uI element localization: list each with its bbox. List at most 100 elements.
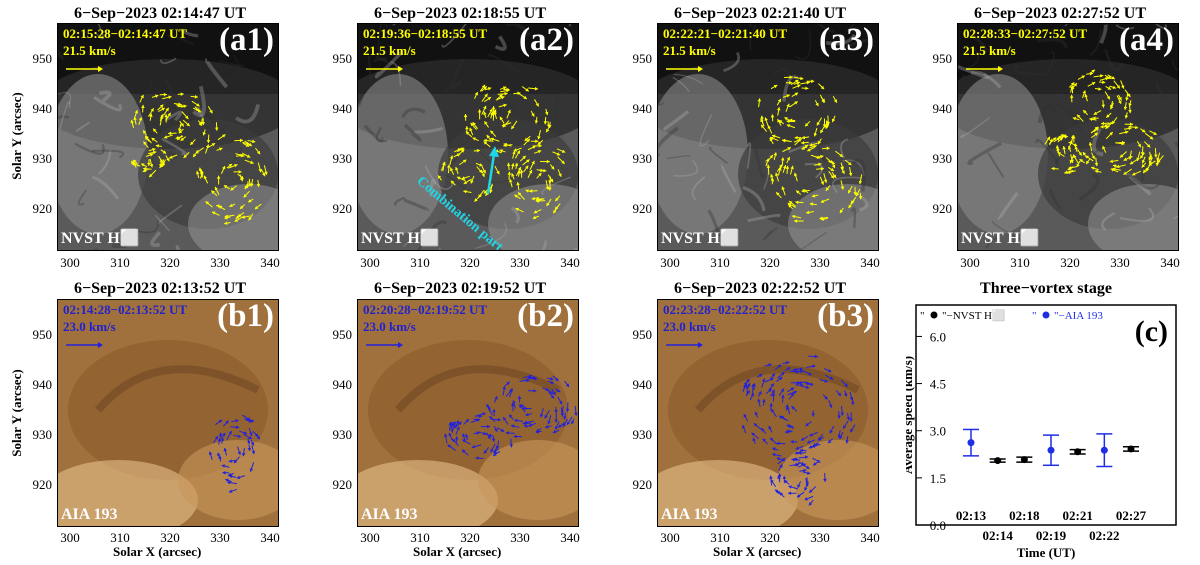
x-tick-label: 02:19 <box>1036 528 1067 543</box>
x-tick-label: 310 <box>410 255 430 270</box>
speed-scale: 23.0 km/s <box>63 319 116 334</box>
x-tick-label: 340 <box>560 530 580 545</box>
x-tick-label: 300 <box>60 255 80 270</box>
velocity-arrows <box>506 138 566 220</box>
y-tick-label: 940 <box>932 101 953 116</box>
x-tick-label: 310 <box>710 255 730 270</box>
reference-arrow-icon <box>66 342 103 348</box>
y-tick-label: 1.5 <box>930 471 946 486</box>
data-point <box>1020 456 1028 464</box>
panel-label: (a4) <box>1119 23 1174 58</box>
y-tick-label: 930 <box>332 427 353 442</box>
timestamp: 02:20:28−02:19:52 UT <box>363 302 488 317</box>
reference-arrow-icon <box>366 66 403 72</box>
y-tick-label: 940 <box>332 101 353 116</box>
x-tick-label: 300 <box>360 530 380 545</box>
x-tick-label: 300 <box>960 255 980 270</box>
speed-chart: 0.0 1.5 3.0 4.5 6.0 02:13 02:18 02:21 02:27 02:14… <box>906 304 1177 560</box>
timestamp: 02:22:21−02:21:40 UT <box>663 26 788 41</box>
panel-a4-title: 6−Sep−2023 02:27:52 UT <box>973 5 1146 22</box>
y-tick-label: 920 <box>32 201 53 216</box>
panel-label: (b2) <box>517 299 574 334</box>
y-tick-label: 950 <box>632 51 653 66</box>
nvst-image-a1 <box>58 24 278 250</box>
velocity-arrows <box>741 354 856 467</box>
y-tick-label: 950 <box>632 327 653 342</box>
nvst-image-a3 <box>658 24 878 250</box>
instrument-label: NVST H⬜ <box>61 230 140 247</box>
panel-a3: 02:22:21−02:21:40 UT 21.5 km/s (a3) NVST… <box>657 23 879 251</box>
reference-arrow-icon <box>66 66 103 72</box>
panel-b2: 02:20:28−02:19:52 UT 23.0 km/s (b2) AIA … <box>357 299 579 527</box>
panel-label: (a2) <box>519 23 574 58</box>
x-tick-label: 02:27 <box>1116 508 1147 523</box>
panel-a2-title: 6−Sep−2023 02:18:55 UT <box>373 5 546 22</box>
y-tick-label: 920 <box>332 201 353 216</box>
data-point <box>967 439 975 447</box>
velocity-arrows <box>463 84 552 154</box>
timestamp: 02:28:33−02:27:52 UT <box>963 26 1088 41</box>
legend-marker <box>1042 311 1050 319</box>
y-tick-label: 0.0 <box>930 518 946 533</box>
speed-scale: 21.5 km/s <box>63 43 116 58</box>
legend-label: "−NVST H⬜ <box>942 309 1006 322</box>
x-tick-label: 320 <box>460 530 480 545</box>
y-tick-label: 930 <box>32 151 53 166</box>
y-tick-label: 3.0 <box>930 424 946 439</box>
timestamp: 02:14:28−02:13:52 UT <box>63 302 188 317</box>
data-point <box>1074 448 1082 456</box>
panel-b1-title: 6−Sep−2023 02:13:52 UT <box>73 280 246 297</box>
x-tick-label: 330 <box>510 530 530 545</box>
combination-arrow-icon <box>486 146 499 195</box>
x-tick-label: 300 <box>60 530 80 545</box>
y-tick-label: 940 <box>632 377 653 392</box>
x-axis-title-b2: Solar X (arcsec) <box>413 544 502 559</box>
panel-b3-title: 6−Sep−2023 02:22:52 UT <box>673 280 846 297</box>
velocity-arrows <box>195 134 268 225</box>
y-tick-label: 920 <box>32 477 53 492</box>
y-axis-title-top: Solar Y (arcsec) <box>9 92 24 180</box>
velocity-arrows <box>443 412 514 460</box>
x-tick-label: 320 <box>760 255 780 270</box>
x-tick-label: 02:22 <box>1089 528 1119 543</box>
panel-a2: 02:19:36−02:18:55 UT 21.5 km/s (a2) NVST… <box>357 23 579 251</box>
panel-label: (a1) <box>219 23 274 58</box>
data-point <box>1127 445 1135 453</box>
x-tick-label: 340 <box>1160 255 1180 270</box>
x-tick-label: 310 <box>110 530 130 545</box>
x-tick-label: 300 <box>660 255 680 270</box>
panel-a1-title: 6−Sep−2023 02:14:47 UT <box>73 5 246 22</box>
x-tick-label: 320 <box>460 255 480 270</box>
y-tick-label: 920 <box>632 201 653 216</box>
aia-image-b2 <box>358 300 578 526</box>
panel-label: (c) <box>1135 315 1168 348</box>
panel-label: (b1) <box>217 299 274 334</box>
velocity-arrows <box>130 147 170 178</box>
y-axis-title-bottom: Solar Y (arcsec) <box>9 369 24 457</box>
data-point <box>1100 446 1108 454</box>
y-tick-label: 920 <box>932 201 953 216</box>
x-tick-label: 320 <box>160 255 180 270</box>
panel-a4: 02:28:33−02:27:52 UT 21.5 km/s (a4) NVST… <box>957 23 1179 251</box>
panel-label: (a3) <box>819 23 874 58</box>
x-axis-title: Time (UT) <box>1017 545 1076 560</box>
x-tick-label: 310 <box>710 530 730 545</box>
x-tick-label: 320 <box>760 530 780 545</box>
y-tick-label: 950 <box>932 51 953 66</box>
instrument-label: NVST H⬜ <box>361 230 440 247</box>
x-tick-label: 310 <box>110 255 130 270</box>
x-tick-label: 310 <box>410 530 430 545</box>
chart-title: Three−vortex stage <box>980 280 1112 297</box>
legend-prefix: " <box>920 310 925 322</box>
timestamp: 02:23:28−02:22:52 UT <box>663 302 788 317</box>
x-tick-label: 02:18 <box>1009 508 1040 523</box>
velocity-arrows <box>757 75 838 152</box>
x-axis-title-b1: Solar X (arcsec) <box>113 544 202 559</box>
velocity-arrows <box>486 374 578 439</box>
x-tick-label: 330 <box>810 530 830 545</box>
instrument-label: NVST H⬜ <box>961 230 1040 247</box>
nvst-image-a4 <box>958 24 1178 250</box>
x-tick-label: 300 <box>660 530 680 545</box>
timestamp: 02:15:28−02:14:47 UT <box>63 26 188 41</box>
panel-b1: 02:14:28−02:13:52 UT 23.0 km/s (b1) AIA … <box>57 299 279 527</box>
